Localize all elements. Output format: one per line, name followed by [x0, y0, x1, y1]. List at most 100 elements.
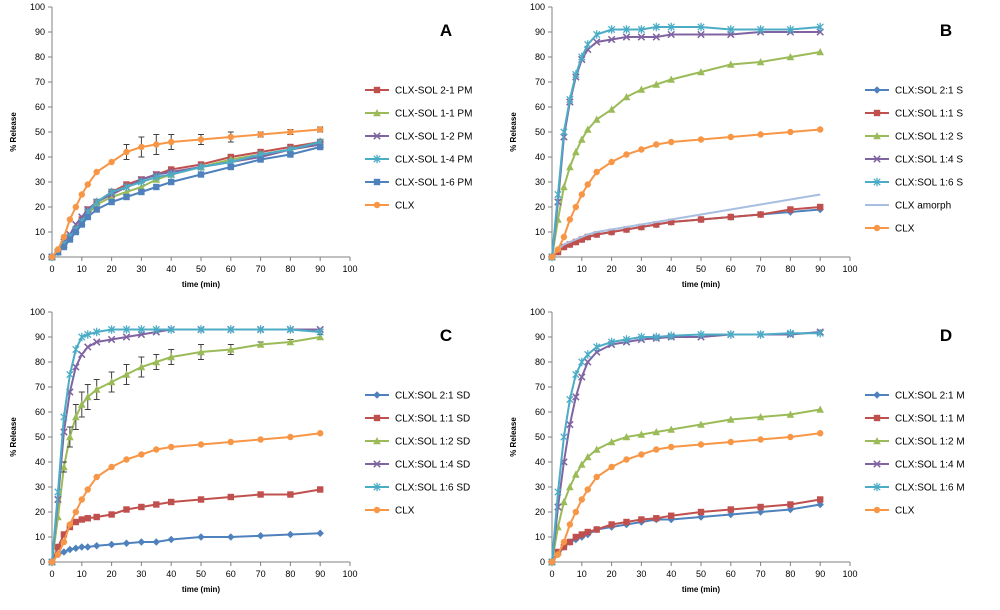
x-tick-label: 10: [77, 264, 87, 274]
data-point: [60, 463, 68, 471]
data-point: [638, 516, 645, 523]
legend-label: CLX:SOL 1:2 M: [895, 437, 965, 448]
data-point: [48, 253, 56, 261]
y-tick-label: 50: [535, 127, 545, 137]
data-point: [93, 513, 100, 521]
data-point: [317, 126, 324, 133]
data-point: [66, 521, 74, 528]
series-line: [551, 193, 821, 258]
data-point: [286, 530, 295, 539]
data-point: [592, 38, 601, 46]
data-point: [593, 342, 601, 352]
data-point: [584, 181, 591, 188]
data-point: [560, 127, 568, 137]
x-tick-label: 50: [696, 264, 706, 274]
data-point: [727, 133, 734, 141]
x-tick-label: 30: [636, 264, 646, 274]
legend-entry: CLX:SOL 1:1 M: [865, 414, 965, 425]
data-point: [593, 473, 600, 481]
legend-label: CLX: [895, 224, 915, 235]
y-tick-label: 90: [35, 27, 45, 37]
x-axis-title: time (min): [182, 585, 221, 594]
legend-entry: CLX-SOL 1-6 PM: [365, 178, 472, 189]
legend-marker: [373, 178, 381, 186]
data-point: [572, 203, 580, 211]
y-tick-label: 30: [35, 482, 45, 492]
y-tick-label: 60: [535, 407, 545, 417]
data-point: [787, 433, 794, 441]
data-point: [566, 95, 574, 104]
x-tick-label: 60: [226, 264, 236, 274]
data-point: [652, 22, 660, 32]
data-point: [66, 370, 74, 379]
legend-label: CLX:SOL 1:1 M: [895, 414, 965, 425]
x-axis-title: time (min): [682, 280, 721, 289]
legend-marker: [373, 132, 381, 140]
legend-entry: CLX: [865, 224, 915, 235]
data-point: [197, 441, 205, 448]
legend-label: CLX:SOL 1:6 SD: [395, 483, 470, 494]
data-point: [316, 333, 324, 341]
data-point: [287, 433, 294, 441]
data-point: [93, 168, 100, 176]
data-point: [227, 345, 235, 353]
data-point: [316, 529, 324, 537]
data-point: [197, 533, 205, 541]
series-2: [48, 140, 324, 261]
data-point: [153, 141, 160, 148]
data-point: [60, 412, 68, 422]
data-point: [92, 338, 101, 346]
y-tick-label: 0: [540, 557, 545, 567]
data-point: [84, 515, 91, 522]
y-tick-label: 60: [35, 102, 45, 112]
data-point: [623, 151, 630, 158]
panel-label: C: [440, 326, 452, 345]
y-axis-title: % Release: [9, 417, 18, 457]
data-point: [566, 420, 574, 429]
data-point: [667, 30, 675, 39]
data-point: [560, 498, 568, 506]
data-point: [593, 231, 600, 238]
data-point: [78, 191, 86, 198]
data-point: [93, 327, 101, 337]
data-point: [756, 25, 765, 34]
x-tick-label: 20: [607, 264, 617, 274]
data-point: [137, 325, 146, 334]
data-point: [60, 531, 68, 538]
data-point: [667, 75, 675, 83]
legend-label: CLX:SOL 2:1 M: [895, 391, 965, 402]
data-point: [578, 531, 585, 538]
data-point: [54, 487, 62, 497]
data-point: [78, 350, 86, 359]
x-tick-label: 0: [49, 264, 54, 274]
series-line: [51, 143, 321, 258]
chart-svg-a: 0 10 20 30 40 50 60 70 80 90 100 0 10 20 30 40 50 60 70 80 9…: [9, 2, 472, 289]
data-point: [167, 325, 175, 334]
data-point: [566, 521, 574, 528]
data-point: [816, 48, 824, 56]
y-tick-label: 10: [535, 227, 545, 237]
data-point: [572, 148, 580, 156]
y-tick-label: 30: [535, 482, 545, 492]
data-point: [608, 228, 615, 236]
legend-label: CLX: [395, 506, 415, 517]
data-point: [123, 506, 130, 513]
series-1: [48, 140, 324, 261]
data-point: [622, 335, 631, 344]
data-point: [623, 518, 630, 526]
data-point: [152, 172, 160, 182]
data-point: [817, 126, 824, 133]
x-tick-label: 70: [256, 264, 266, 274]
data-point: [137, 177, 146, 187]
x-tick-label: 80: [785, 569, 795, 579]
data-point: [638, 146, 645, 153]
data-point: [60, 243, 68, 251]
x-tick-label: 0: [549, 264, 554, 274]
legend-entry: CLX:SOL 1:6 S: [865, 178, 963, 189]
x-tick-label: 90: [815, 569, 825, 579]
y-tick-label: 50: [535, 432, 545, 442]
series-0: [48, 138, 324, 261]
data-point: [652, 33, 661, 41]
legend-marker: [873, 155, 881, 163]
data-point: [66, 433, 74, 441]
